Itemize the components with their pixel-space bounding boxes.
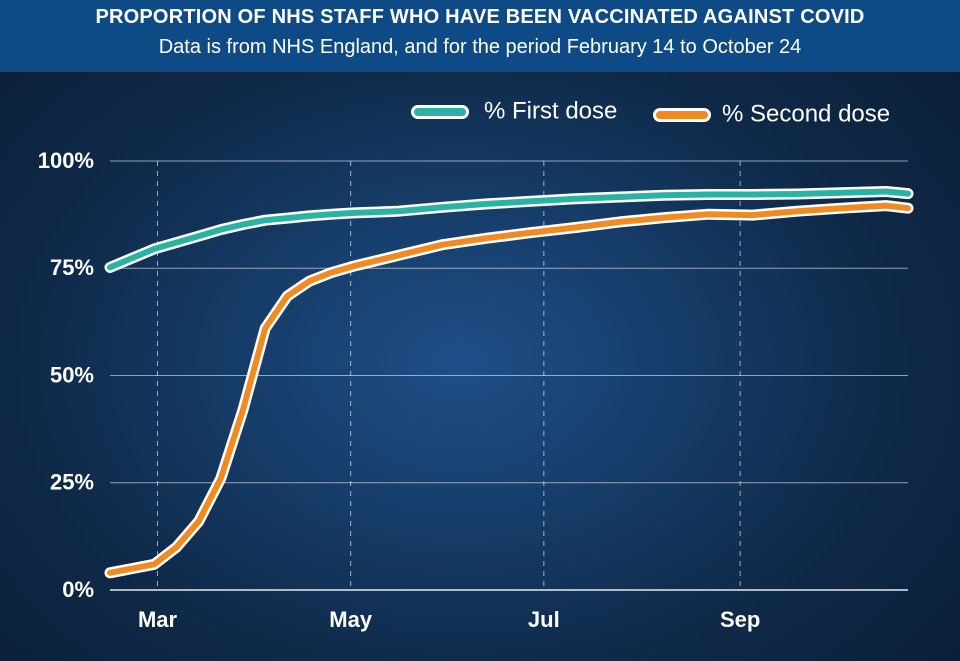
axes: 0% 25% 50% 75% 100% Mar May Jul Sep (38, 148, 761, 632)
y-tick-label: 50% (50, 362, 94, 387)
legend-item-first-dose: % First dose (411, 97, 617, 124)
second-dose-series (104, 200, 914, 579)
grid (110, 160, 908, 591)
y-tick-label: 75% (50, 255, 94, 280)
legend-label: % First dose (484, 97, 617, 124)
x-tick-label: May (329, 607, 373, 632)
y-tick-label: 100% (38, 148, 94, 173)
series-line-outline (104, 200, 914, 579)
series-line (107, 202, 911, 576)
x-tick-label: Sep (720, 607, 760, 632)
y-tick-label: 25% (50, 470, 94, 495)
series-line (107, 188, 911, 271)
legend: % First dose % Second dose (411, 97, 890, 127)
first-dose-series (104, 186, 914, 273)
legend-label: % Second dose (722, 100, 890, 127)
legend-item-second-dose: % Second dose (653, 100, 890, 127)
chart-header: PROPORTION OF NHS STAFF WHO HAVE BEEN VA… (0, 0, 960, 72)
chart-subtitle: Data is from NHS England, and for the pe… (158, 36, 802, 58)
x-tick-label: Jul (528, 607, 560, 632)
series-lines (104, 186, 914, 579)
y-tick-label: 0% (62, 577, 94, 602)
chart-title: PROPORTION OF NHS STAFF WHO HAVE BEEN VA… (95, 6, 865, 28)
x-tick-label: Mar (138, 607, 178, 632)
